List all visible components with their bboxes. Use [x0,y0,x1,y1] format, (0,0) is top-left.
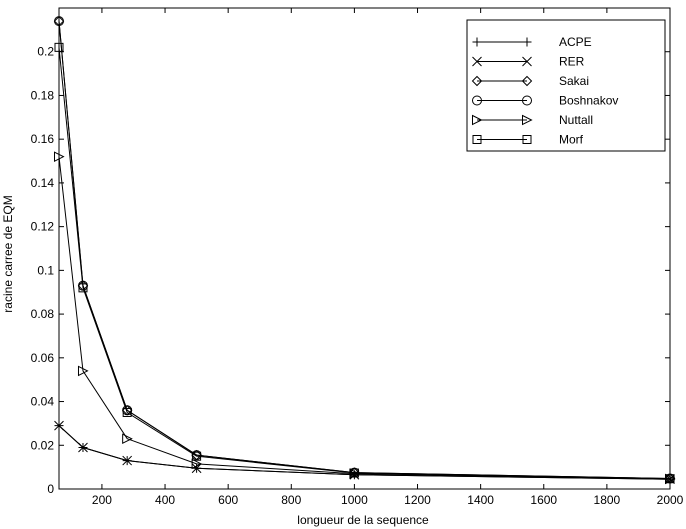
x-tick-label: 600 [218,493,238,507]
legend-item-morf: Morf [472,133,584,147]
legend-marker [522,114,533,126]
point-morf [78,283,88,293]
point-rer [54,420,64,431]
legend-label-sakai: Sakai [559,74,589,88]
x-axis-label: longueur de la sequence [297,513,429,527]
legend-item-rer: RER [472,55,585,69]
legend-label-nuttall: Nuttall [559,113,593,127]
x-tick-label: 1400 [467,493,494,507]
y-tick-label: 0.18 [31,88,55,102]
series-line-acpe [58,425,671,480]
legend-label-boshnakov: Boshnakov [559,94,618,108]
legend-item-sakai: Sakai [471,74,589,88]
legend-box [466,19,666,152]
x-tick-label: 1600 [530,493,557,507]
point-nuttall [54,151,65,162]
legend-marker [472,56,482,67]
point-morf [349,468,359,478]
y-tick-label: 0.08 [31,307,55,321]
x-tick-label: 2000 [657,493,684,507]
legend-marker [522,95,532,106]
legend-marker [521,75,533,87]
point-nuttall [191,458,203,470]
legend-label-morf: Morf [559,133,584,147]
series-nuttall [54,151,676,485]
y-tick-label: 0 [47,482,54,496]
y-tick-label: 0.14 [31,176,55,190]
legend-item-boshnakov: Boshnakov [472,94,618,108]
point-morf [54,42,64,52]
axes: 200 400 600 800 1000 1200 1400 1600 1800 2000 0 0.0… [31,7,684,507]
plot-frame [58,7,671,490]
legend-marker [522,37,532,47]
point-rer [122,455,133,466]
y-tick-label: 0.16 [31,132,55,146]
series-line-rer [58,425,671,480]
legend-label-rer: RER [559,55,585,69]
legend-marker [472,37,482,47]
legend-marker [472,114,483,126]
series-morf [54,42,675,484]
x-tick-label: 1800 [594,493,621,507]
legend-item-nuttall: Nuttall [472,113,593,127]
y-tick-label: 0.2 [37,45,54,59]
y-tick-label: 0.06 [31,351,55,365]
plot-series [53,15,676,485]
x-tick-label: 1200 [404,493,431,507]
y-tick-label: 0.04 [31,395,55,409]
point-morf [192,451,202,461]
point-morf [665,474,675,484]
legend-marker [471,75,483,87]
point-nuttall [77,365,89,377]
legend-marker [472,135,482,144]
legend-marker [522,135,532,144]
x-tick-label: 800 [281,493,301,507]
legend-label-acpe: ACPE [559,35,592,49]
y-tick-label: 0.12 [31,220,55,234]
point-morf [122,407,132,417]
series-line-morf [58,47,671,480]
x-tick-label: 1000 [341,493,368,507]
legend: ACPE RER Sakai Boshnakov Nuttall Morf [466,19,666,152]
y-axis-label: racine carree de EQM [1,195,15,312]
series-rer [54,420,675,485]
x-tick-label: 200 [92,493,112,507]
legend-marker [472,95,482,106]
x-tick-label: 400 [155,493,175,507]
point-rer [191,463,202,474]
legend-marker [522,56,532,67]
point-rer [78,442,88,453]
y-tick-label: 0.1 [37,263,54,277]
legend-item-acpe: ACPE [472,35,592,49]
series-line-nuttall [58,156,671,480]
y-tick-label: 0.02 [31,438,55,452]
point-nuttall [122,433,133,445]
point-boshnakov [54,16,64,27]
